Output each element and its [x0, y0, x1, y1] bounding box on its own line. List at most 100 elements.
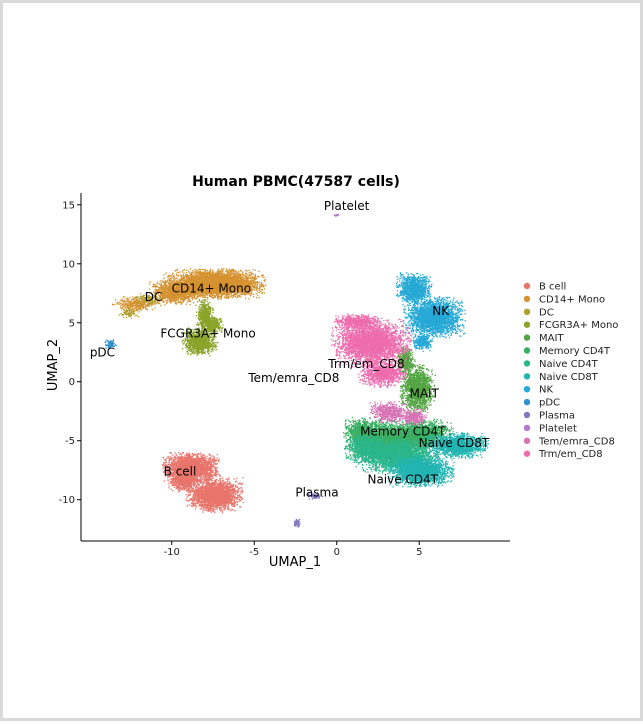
data-point [192, 469, 194, 471]
data-point [217, 503, 219, 506]
data-point [175, 462, 177, 464]
data-point [214, 464, 216, 466]
data-point [216, 457, 218, 459]
data-point [204, 463, 207, 465]
data-point [226, 493, 228, 495]
data-point [194, 495, 196, 497]
data-point [176, 459, 178, 461]
data-point [230, 500, 233, 502]
data-point [229, 490, 231, 492]
data-point [213, 460, 215, 462]
data-point [190, 478, 192, 480]
data-point [185, 455, 188, 457]
data-point [228, 481, 230, 483]
data-point [240, 492, 242, 494]
data-point [207, 494, 209, 496]
data-point [197, 502, 199, 504]
data-point [209, 458, 211, 460]
data-point [206, 481, 208, 484]
data-point [210, 506, 212, 508]
data-point [220, 505, 222, 507]
data-point [232, 485, 235, 487]
data-point [241, 482, 243, 485]
data-point [167, 476, 169, 478]
data-point [242, 490, 244, 493]
data-point [237, 483, 239, 485]
data-point [207, 467, 210, 469]
data-point [228, 501, 230, 503]
data-point [216, 474, 219, 476]
data-point [199, 467, 201, 469]
data-point [172, 454, 174, 456]
data-point [188, 458, 190, 461]
data-point [192, 490, 195, 492]
data-point [231, 489, 233, 492]
data-point [195, 501, 197, 503]
data-point [231, 483, 233, 485]
data-point [195, 505, 197, 507]
data-point [241, 489, 243, 491]
data-point [206, 484, 208, 486]
data-point [204, 495, 206, 497]
data-point [209, 463, 211, 465]
data-point [224, 492, 227, 494]
data-point [208, 475, 210, 477]
data-point [197, 459, 199, 461]
data-point [202, 504, 204, 506]
data-point [212, 461, 214, 463]
data-point [197, 453, 199, 455]
data-point [182, 462, 184, 464]
data-point [172, 460, 174, 462]
data-point [215, 460, 217, 462]
data-point [240, 506, 242, 508]
data-point [208, 458, 210, 461]
data-point [185, 499, 187, 501]
data-point [210, 471, 212, 473]
data-point [228, 507, 230, 510]
data-point [194, 493, 196, 496]
data-point [168, 482, 170, 484]
data-point [168, 475, 170, 478]
data-point [178, 461, 180, 463]
data-point [222, 504, 225, 506]
data-point [214, 462, 217, 464]
data-point [206, 488, 208, 490]
data-point [221, 502, 224, 504]
data-point [212, 458, 214, 460]
data-point [224, 498, 226, 500]
data-point [219, 495, 221, 498]
data-point [177, 457, 180, 459]
data-point [207, 504, 209, 506]
data-point [203, 487, 206, 489]
data-point [233, 478, 235, 480]
data-point [193, 493, 195, 495]
data-point [231, 502, 233, 504]
data-point [220, 506, 223, 508]
data-point [169, 470, 171, 472]
data-point [199, 459, 201, 461]
data-point [219, 478, 221, 480]
data-point [220, 510, 222, 512]
data-point [180, 456, 182, 458]
data-point [179, 459, 181, 461]
data-point [212, 503, 214, 505]
data-point [173, 480, 175, 482]
data-point [195, 459, 198, 461]
data-point [210, 500, 212, 503]
data-point [211, 489, 213, 491]
data-point [209, 466, 211, 468]
data-point [186, 458, 188, 460]
data-point [234, 496, 236, 498]
data-point [221, 486, 224, 489]
data-point [208, 469, 210, 472]
data-point [216, 473, 218, 475]
data-point [201, 486, 203, 488]
data-point [194, 500, 196, 502]
data-point [202, 460, 204, 462]
data-point [198, 483, 200, 485]
data-point [215, 472, 217, 474]
data-point [200, 504, 203, 506]
data-point [179, 453, 181, 455]
data-point [186, 458, 188, 461]
data-point [205, 477, 207, 480]
